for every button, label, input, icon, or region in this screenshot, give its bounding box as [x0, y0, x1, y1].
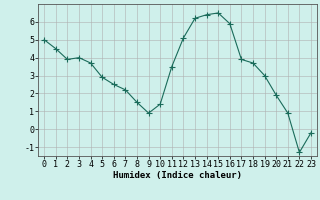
- X-axis label: Humidex (Indice chaleur): Humidex (Indice chaleur): [113, 171, 242, 180]
